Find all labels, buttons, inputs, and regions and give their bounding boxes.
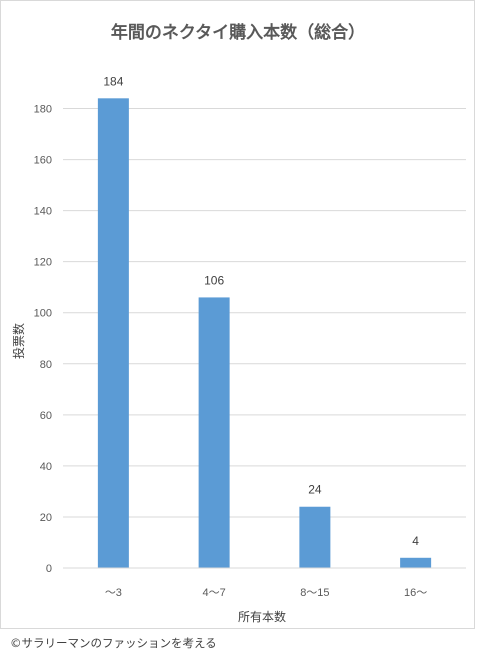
bar bbox=[97, 98, 129, 568]
y-tick-label: 20 bbox=[40, 512, 52, 524]
x-tick-label: 4～7 bbox=[203, 587, 226, 599]
gridlines bbox=[63, 108, 466, 518]
chart-frame: 年間のネクタイ購入本数（総合） 0 20 40 60 80 100 120 140 160 180… bbox=[0, 0, 475, 629]
y-tick-label: 180 bbox=[34, 104, 52, 116]
x-axis-ticks: ～3 4～7 8～15 16～ bbox=[105, 587, 427, 599]
x-axis-title: 所有本数 bbox=[238, 609, 286, 624]
data-label: 4 bbox=[412, 534, 419, 548]
y-axis-ticks: 0 20 40 60 80 100 120 140 160 180 bbox=[34, 104, 52, 575]
y-tick-label: 40 bbox=[40, 461, 52, 473]
copyright-credit: ©サラリーマンのファッションを考える bbox=[10, 636, 217, 650]
data-labels: 184 106 24 4 bbox=[103, 74, 419, 547]
x-tick-label: 16～ bbox=[404, 587, 427, 599]
data-label: 184 bbox=[103, 74, 123, 88]
y-tick-label: 60 bbox=[40, 410, 52, 422]
y-tick-label: 140 bbox=[34, 206, 52, 218]
x-tick-label: ～3 bbox=[105, 587, 122, 599]
data-label: 24 bbox=[308, 483, 322, 497]
chart-title: 年間のネクタイ購入本数（総合） bbox=[111, 22, 365, 43]
x-tick-label: 8～15 bbox=[300, 587, 329, 599]
y-tick-label: 160 bbox=[34, 155, 52, 167]
bar bbox=[299, 506, 331, 568]
bar bbox=[400, 557, 432, 568]
bars bbox=[97, 98, 432, 568]
bar-chart: 年間のネクタイ購入本数（総合） 0 20 40 60 80 100 120 140 160 180… bbox=[11, 22, 466, 624]
data-label: 106 bbox=[204, 273, 224, 287]
y-axis-title: 投票数 bbox=[11, 323, 26, 359]
y-tick-label: 100 bbox=[34, 308, 52, 320]
y-tick-label: 120 bbox=[34, 257, 52, 269]
bar bbox=[198, 297, 230, 568]
y-tick-label: 0 bbox=[46, 563, 52, 575]
y-tick-label: 80 bbox=[40, 359, 52, 371]
